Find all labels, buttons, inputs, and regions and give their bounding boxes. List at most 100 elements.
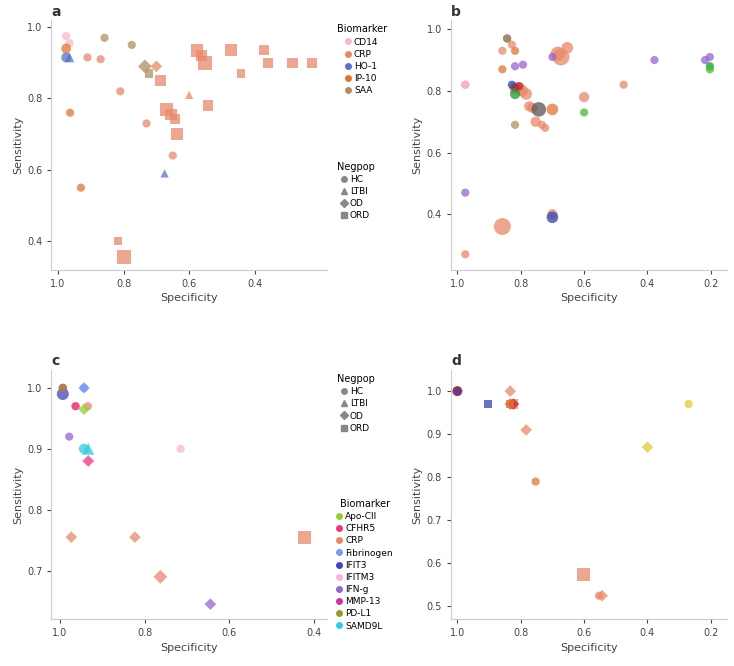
Point (57, 389, 69, 400)
Point (225, 45, 237, 56)
Point (596, 590, 608, 601)
Point (60, 31, 72, 41)
Point (60, 43, 72, 54)
Point (82, 444, 94, 454)
Point (235, 68, 247, 79)
Point (65, 532, 77, 543)
Text: c: c (51, 354, 59, 368)
Point (64, 52, 76, 63)
Point (459, 187, 471, 198)
Point (508, 399, 520, 410)
Point (509, 45, 521, 56)
Point (78, 404, 90, 414)
Point (683, 399, 694, 410)
Text: a: a (51, 5, 61, 19)
Point (482, 399, 494, 410)
Point (202, 101, 214, 111)
Point (299, 532, 310, 543)
Point (78, 382, 90, 393)
Point (459, 79, 471, 90)
Point (526, 103, 538, 113)
Point (509, 61, 521, 71)
Point (306, 57, 318, 68)
Point (171, 129, 183, 139)
Point (64, 107, 76, 118)
Point (547, 212, 559, 222)
Point (112, 236, 123, 246)
Point (57, 382, 69, 393)
Y-axis label: Sensitivity: Sensitivity (413, 116, 423, 174)
Point (118, 252, 130, 262)
Point (520, 89, 532, 99)
X-axis label: Specificity: Specificity (161, 293, 218, 303)
Point (161, 104, 172, 115)
Point (539, 123, 551, 133)
Point (530, 476, 542, 487)
Point (196, 51, 208, 61)
Point (129, 532, 141, 543)
Point (523, 101, 535, 112)
Point (167, 151, 178, 161)
Point (82, 401, 94, 412)
Point (258, 45, 269, 56)
Point (547, 52, 559, 63)
Point (700, 55, 711, 65)
Point (170, 113, 181, 124)
Point (536, 119, 548, 130)
Point (496, 64, 508, 75)
Point (165, 109, 177, 120)
X-axis label: Specificity: Specificity (161, 643, 218, 653)
Point (159, 168, 170, 178)
Point (496, 45, 508, 56)
Point (191, 45, 203, 56)
Point (513, 83, 525, 93)
Point (70, 401, 81, 412)
Point (184, 89, 195, 100)
Point (577, 569, 589, 579)
Point (509, 119, 521, 130)
Point (513, 81, 525, 92)
Point (115, 86, 126, 97)
Point (287, 57, 299, 68)
Point (506, 39, 517, 50)
Point (75, 182, 87, 193)
Point (520, 425, 532, 436)
Legend: Apo-CII, CFHR5, CRP, Fibrinogen, IFIT3, IFITM3, IFN-g, MMP-13, PD-L1, SAMD9L: Apo-CII, CFHR5, CRP, Fibrinogen, IFIT3, … (337, 499, 393, 631)
Point (150, 61, 162, 72)
Point (504, 386, 516, 396)
Point (618, 79, 630, 90)
Point (451, 386, 463, 396)
Point (501, 33, 513, 44)
Point (578, 92, 590, 103)
Y-axis label: Sensitivity: Sensitivity (413, 466, 423, 523)
Point (642, 442, 653, 452)
Point (154, 75, 166, 86)
X-axis label: Specificity: Specificity (560, 643, 617, 653)
Point (530, 117, 542, 127)
Point (509, 83, 521, 93)
Point (547, 209, 559, 220)
Point (547, 104, 559, 115)
Point (649, 55, 661, 65)
Point (98, 33, 110, 43)
Point (81, 52, 93, 63)
Point (496, 221, 508, 232)
Point (78, 382, 90, 393)
Point (78, 444, 90, 454)
Point (451, 386, 463, 396)
Text: b: b (451, 5, 461, 19)
Point (704, 61, 716, 71)
Point (508, 399, 520, 410)
X-axis label: Specificity: Specificity (560, 293, 617, 303)
Y-axis label: Sensitivity: Sensitivity (13, 116, 23, 174)
Point (139, 61, 150, 72)
Point (517, 59, 528, 70)
Point (262, 57, 274, 68)
Point (63, 432, 75, 442)
Point (126, 40, 138, 51)
Point (504, 399, 516, 410)
Point (175, 444, 186, 454)
Point (205, 599, 217, 609)
Point (593, 590, 605, 601)
Point (552, 49, 564, 59)
